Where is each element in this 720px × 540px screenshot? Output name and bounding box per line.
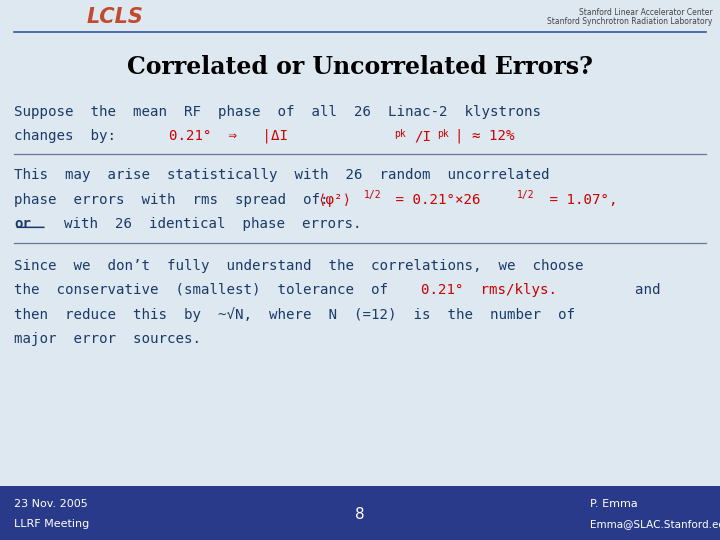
Text: with  26  identical  phase  errors.: with 26 identical phase errors. xyxy=(47,217,361,231)
Text: 0.21°  ⇒   |ΔI: 0.21° ⇒ |ΔI xyxy=(169,129,288,143)
Text: ⟨φ²⟩: ⟨φ²⟩ xyxy=(317,193,351,207)
Text: Stanford Synchrotron Radiation Laboratory: Stanford Synchrotron Radiation Laborator… xyxy=(547,17,713,26)
Text: the  conservative  (smallest)  tolerance  of: the conservative (smallest) tolerance of xyxy=(14,283,405,297)
Text: phase  errors  with  rms  spread  of:: phase errors with rms spread of: xyxy=(14,193,346,207)
Text: | ≈ 12%: | ≈ 12% xyxy=(455,129,515,143)
Text: Stanford Linear Accelerator Center: Stanford Linear Accelerator Center xyxy=(579,8,713,17)
Text: Since  we  don’t  fully  understand  the  correlations,  we  choose: Since we don’t fully understand the corr… xyxy=(14,259,584,273)
FancyBboxPatch shape xyxy=(0,486,720,540)
Text: changes  by:: changes by: xyxy=(14,129,133,143)
Text: = 0.21°×26: = 0.21°×26 xyxy=(387,193,481,207)
Text: or: or xyxy=(14,217,32,231)
Text: LLRF Meeting: LLRF Meeting xyxy=(14,519,90,529)
Text: 23 Nov. 2005: 23 Nov. 2005 xyxy=(14,499,88,509)
Text: P. Emma: P. Emma xyxy=(590,499,638,509)
Text: pk: pk xyxy=(395,129,406,139)
Text: and: and xyxy=(618,283,660,297)
Text: LCLS: LCLS xyxy=(87,7,143,28)
Text: 8: 8 xyxy=(355,507,365,522)
Text: 0.21°  rms/klys.: 0.21° rms/klys. xyxy=(421,283,557,297)
Text: /I: /I xyxy=(414,129,431,143)
Text: pk: pk xyxy=(437,129,449,139)
Text: then  reduce  this  by  ~√N,  where  N  (=12)  is  the  number  of: then reduce this by ~√N, where N (=12) i… xyxy=(14,307,575,322)
Text: = 1.07°,: = 1.07°, xyxy=(541,193,618,207)
Text: This  may  arise  statistically  with  26  random  uncorrelated: This may arise statistically with 26 ran… xyxy=(14,168,550,183)
Text: 1/2: 1/2 xyxy=(517,191,534,200)
Text: Suppose  the  mean  RF  phase  of  all  26  Linac-2  klystrons: Suppose the mean RF phase of all 26 Lina… xyxy=(14,105,541,119)
Text: 1/2: 1/2 xyxy=(364,191,381,200)
Text: major  error  sources.: major error sources. xyxy=(14,332,202,346)
Text: Emma@SLAC.Stanford.edu: Emma@SLAC.Stanford.edu xyxy=(590,519,720,529)
Text: Correlated or Uncorrelated Errors?: Correlated or Uncorrelated Errors? xyxy=(127,56,593,79)
